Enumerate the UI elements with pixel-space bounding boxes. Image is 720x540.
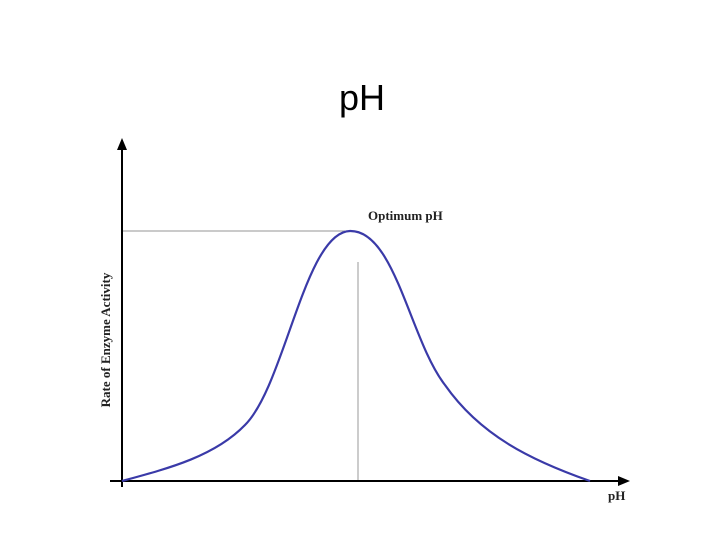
x-axis-arrow — [618, 476, 630, 486]
x-axis-label: pH — [608, 488, 625, 503]
y-axis-arrow — [117, 138, 127, 150]
activity-curve — [121, 229, 591, 483]
optimum-label: Optimum pH — [368, 208, 443, 223]
y-axis-label: Rate of Enzyme Activity — [98, 272, 113, 407]
slide-title: pH — [339, 77, 385, 118]
